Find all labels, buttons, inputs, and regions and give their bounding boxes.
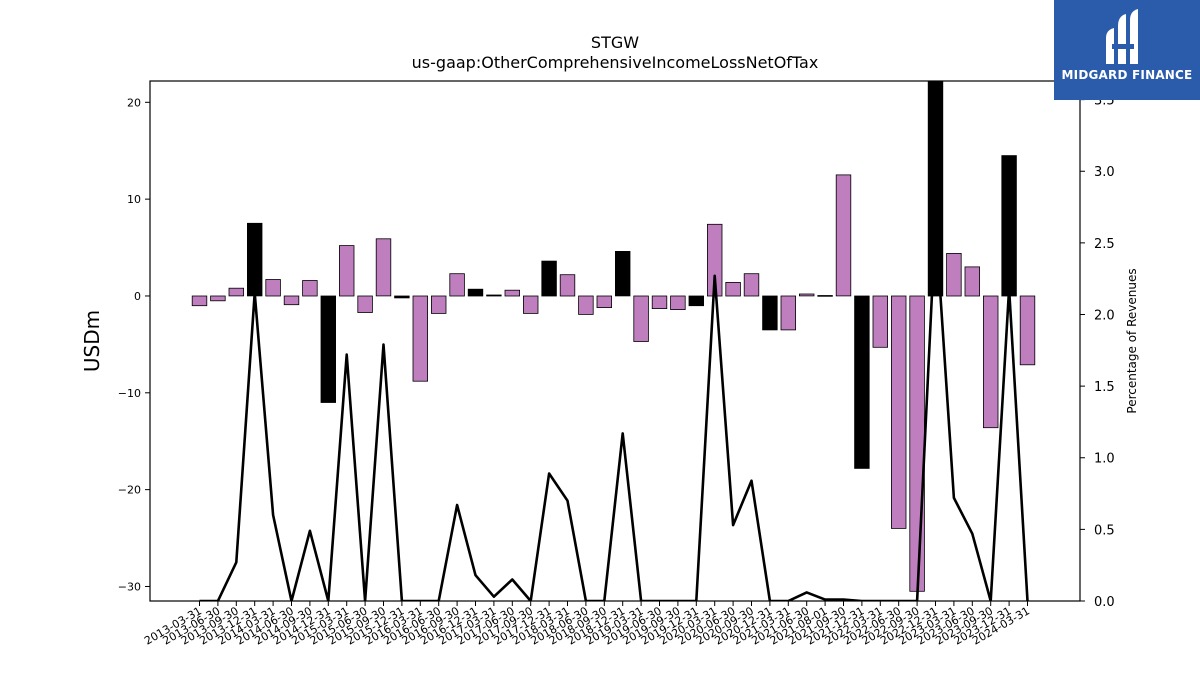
bar — [559, 274, 576, 297]
y2-tick-label: 0.5 — [1094, 523, 1115, 538]
bar — [927, 81, 944, 297]
bar — [302, 280, 318, 297]
bar — [338, 245, 355, 297]
bar — [633, 295, 649, 342]
bar — [283, 295, 300, 306]
bar-series — [191, 81, 1036, 592]
y-tick-label: 10 — [127, 193, 141, 206]
bar — [891, 295, 907, 529]
bar — [817, 295, 833, 297]
logo-text: MIDGARD FINANCE — [1061, 68, 1193, 82]
line-path — [199, 220, 1029, 601]
bar — [688, 295, 705, 307]
bar — [467, 288, 484, 297]
y2-tick-label: 1.5 — [1094, 380, 1115, 395]
y2-tick-label: 0.0 — [1094, 595, 1115, 610]
bar — [246, 222, 263, 297]
bar — [394, 295, 410, 299]
bar — [799, 293, 815, 297]
y2-tick-label: 3.0 — [1094, 165, 1115, 180]
bar — [412, 295, 429, 382]
bar — [651, 295, 668, 310]
bar — [964, 266, 981, 297]
y-tick-label: −20 — [118, 484, 141, 497]
bar — [596, 295, 613, 309]
bar — [210, 295, 226, 302]
bar — [854, 295, 870, 469]
logo: MIDGARD FINANCE — [1054, 0, 1200, 100]
bar — [523, 295, 539, 314]
bar — [835, 174, 852, 297]
plot-frame — [149, 80, 1081, 602]
y-tick-label: −30 — [118, 580, 141, 593]
bar — [946, 252, 962, 297]
bar — [743, 273, 760, 297]
y-tick-label: −10 — [118, 387, 141, 400]
bar — [1001, 155, 1017, 297]
bar — [615, 250, 631, 297]
y2-tick-label: 2.5 — [1094, 237, 1115, 252]
line-series — [199, 220, 1029, 601]
axes: −30−20−10010200.00.51.01.52.02.53.03.520… — [118, 80, 1115, 648]
bar — [357, 295, 373, 313]
bar — [265, 279, 281, 297]
y-axis-label: USDm — [80, 310, 104, 372]
y-tick-label: 0 — [134, 290, 141, 303]
bar — [1019, 295, 1036, 366]
chart-subtitle: us-gaap:OtherComprehensiveIncomeLossNetO… — [412, 53, 819, 72]
bar — [909, 295, 925, 592]
y2-tick-label: 2.0 — [1094, 308, 1115, 323]
bar — [780, 295, 797, 331]
midgard-logo-icon — [1106, 9, 1138, 64]
bar — [872, 295, 889, 348]
y2-axis-label: Percentage of Revenues — [1125, 268, 1139, 413]
bar — [504, 289, 521, 297]
bar — [191, 295, 208, 307]
bar — [320, 295, 337, 403]
bar — [670, 295, 686, 311]
y-tick-label: 20 — [127, 96, 141, 109]
chart-title: STGW — [591, 33, 639, 52]
bar — [541, 260, 557, 297]
bar — [449, 273, 465, 297]
bar — [578, 295, 594, 315]
bar — [228, 287, 245, 297]
bar — [762, 295, 778, 331]
bar — [430, 295, 447, 314]
bar — [725, 281, 741, 297]
bar — [375, 238, 392, 297]
y2-tick-label: 1.0 — [1094, 452, 1115, 467]
bar — [983, 295, 999, 429]
bar — [486, 294, 502, 297]
